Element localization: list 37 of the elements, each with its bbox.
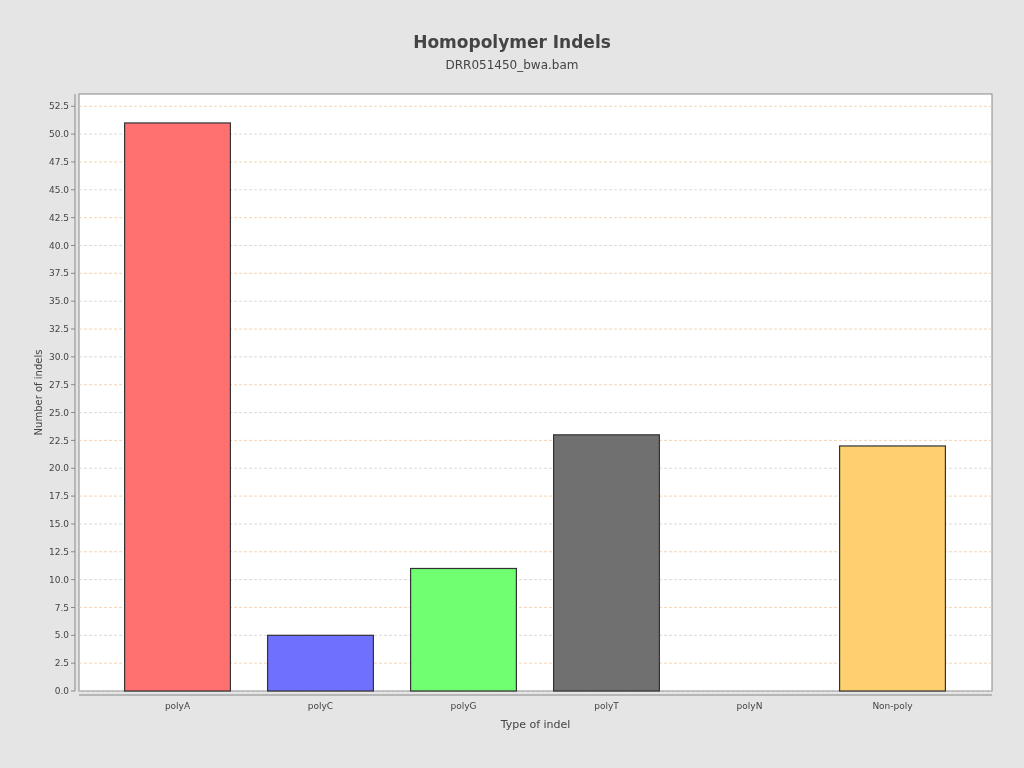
y-tick-label: 17.5 xyxy=(48,491,69,502)
y-tick-label: 32.5 xyxy=(48,324,69,335)
y-axis-title: Number of indels xyxy=(33,349,44,436)
y-tick-label: 52.5 xyxy=(48,101,69,112)
y-tick-label: 45.0 xyxy=(48,184,70,195)
y-tick-label: 2.5 xyxy=(54,658,69,669)
y-tick-label: 10.0 xyxy=(48,574,70,585)
y-tick-label: 25.0 xyxy=(48,407,70,418)
y-tick-label: 27.5 xyxy=(48,379,69,390)
x-tick-label: polyC xyxy=(307,701,334,711)
y-tick-label: 0.0 xyxy=(54,686,70,697)
y-tick-label: 7.5 xyxy=(54,602,69,613)
y-tick-label: 12.5 xyxy=(48,546,69,557)
bar xyxy=(409,567,518,692)
x-tick-label: polyN xyxy=(736,701,763,711)
y-tick-label: 5.0 xyxy=(54,630,70,641)
chart-title: Homopolymer Indels xyxy=(413,32,611,52)
y-tick-label: 37.5 xyxy=(48,268,69,279)
bar xyxy=(266,634,375,692)
x-tick-label: polyT xyxy=(594,701,620,711)
y-tick-label: 40.0 xyxy=(48,240,70,251)
y-tick-label: 42.5 xyxy=(48,212,69,223)
y-tick-label: 15.0 xyxy=(48,519,70,530)
x-tick-label: polyG xyxy=(450,701,477,711)
y-tick-label: 47.5 xyxy=(48,157,69,168)
y-tick-label: 22.5 xyxy=(48,435,69,446)
y-tick-label: 35.0 xyxy=(48,296,70,307)
bar xyxy=(123,122,232,692)
x-tick-label: polyA xyxy=(164,701,191,711)
x-axis-title: Type of indel xyxy=(499,718,571,731)
chart-subtitle: DRR051450_bwa.bam xyxy=(445,58,579,72)
bar xyxy=(552,434,661,692)
y-tick-label: 30.0 xyxy=(48,352,70,363)
x-tick-label: Non-poly xyxy=(872,701,914,711)
y-tick-label: 50.0 xyxy=(48,129,70,140)
y-tick-label: 20.0 xyxy=(48,463,70,474)
bar xyxy=(838,445,947,692)
